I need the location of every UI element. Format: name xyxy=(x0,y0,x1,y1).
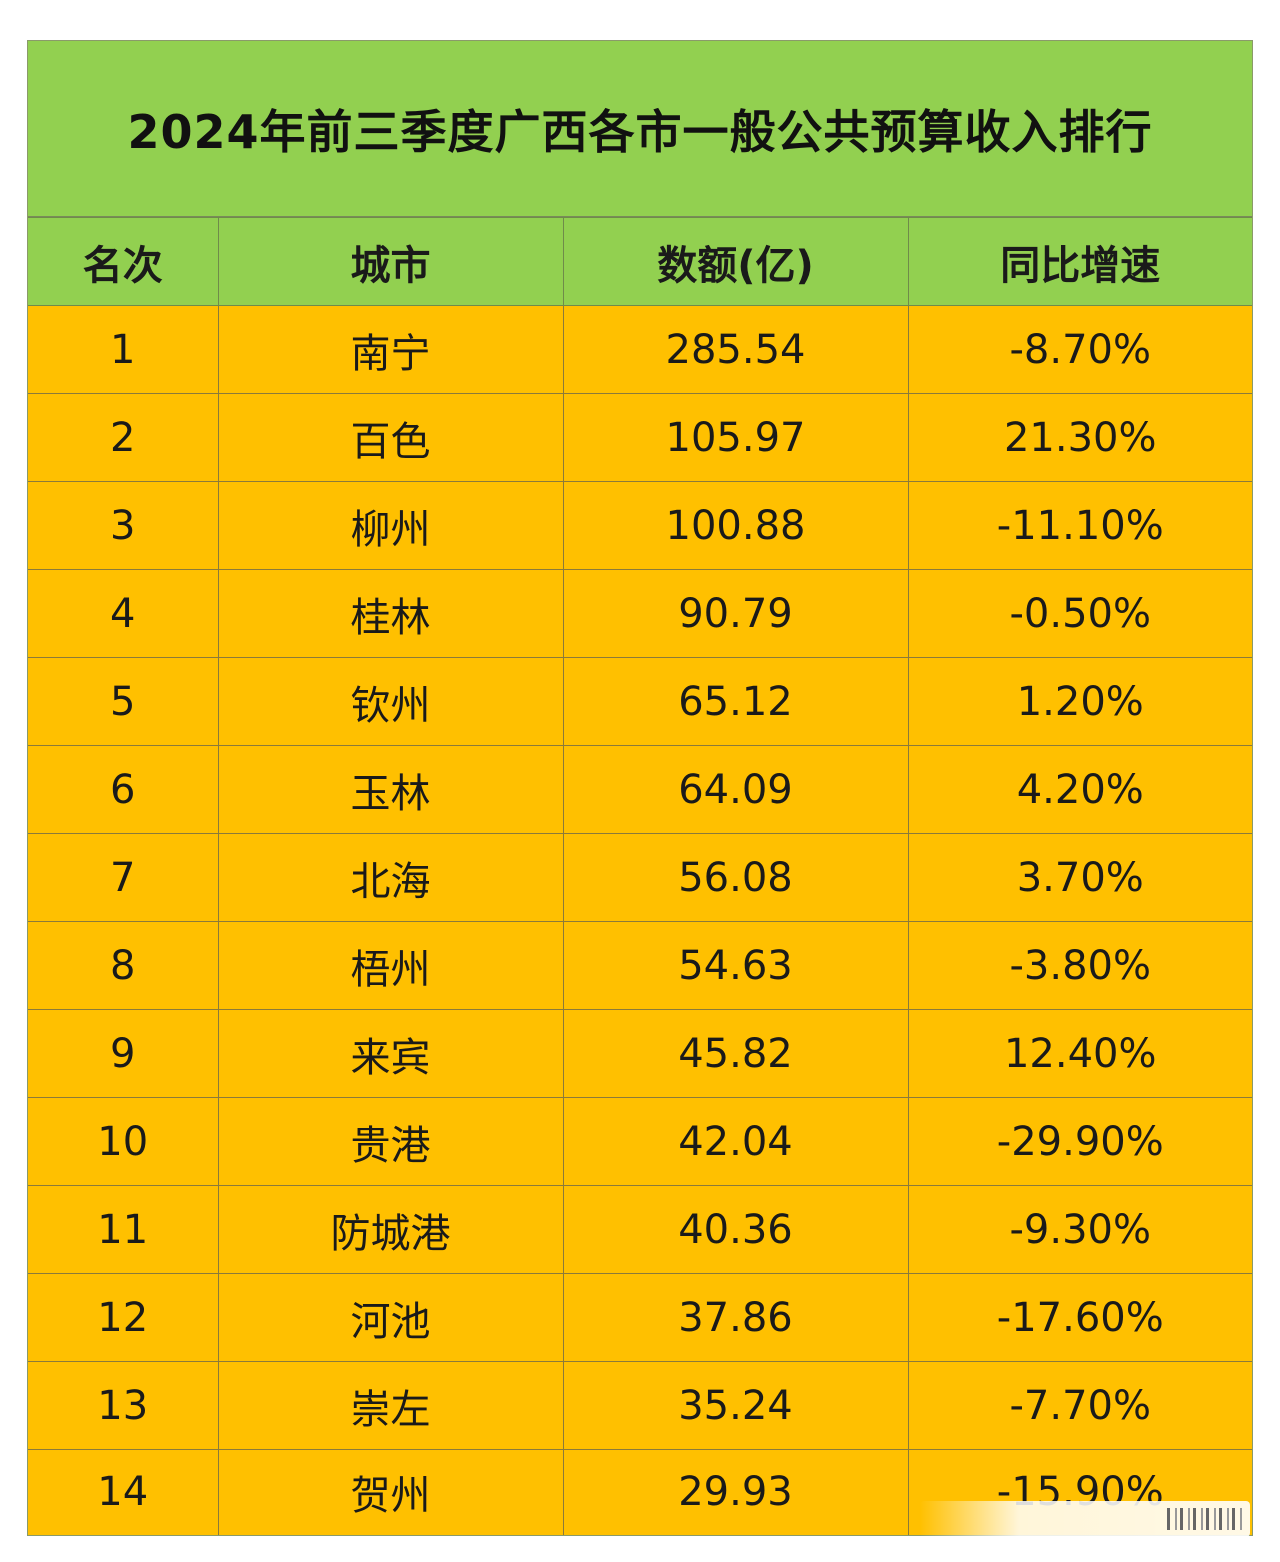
cell-growth: -8.70% xyxy=(907,305,1252,394)
table-body: 1 南宁 285.54 -8.70% 2 百色 105.97 21.30% 3 柳州 100.88-… xyxy=(28,305,1252,1535)
cell-rank: 4 xyxy=(28,569,219,658)
table-row: 5 钦州 65.12 1.20% xyxy=(28,657,1252,746)
cell-city: 桂林 xyxy=(217,569,564,658)
cell-rank: 8 xyxy=(28,921,219,1010)
cell-rank: 10 xyxy=(28,1097,219,1186)
cell-amount: 42.04 xyxy=(562,1097,909,1186)
cell-growth: -3.80% xyxy=(907,921,1252,1010)
cell-amount: 64.09 xyxy=(562,745,909,834)
cell-amount: 100.88 xyxy=(562,481,909,570)
cell-city: 南宁 xyxy=(217,305,564,394)
column-header-growth: 同比增速 xyxy=(907,217,1252,306)
table-row: 3 柳州 100.88 -11.10% xyxy=(28,481,1252,570)
header-row: 名次 城市 数额(亿) 同比增速 xyxy=(28,217,1252,306)
cell-rank: 12 xyxy=(28,1273,219,1362)
table-row: 8 梧州 54.63 -3.80% xyxy=(28,921,1252,1010)
table-row: 9 来宾 45.82 12.40% xyxy=(28,1009,1252,1098)
ranking-table-sheet: 2024年前三季度广西各市一般公共预算收入排行 名次 城市 数额(亿) 同比增速… xyxy=(27,40,1253,1536)
cell-rank: 11 xyxy=(28,1185,219,1274)
cell-amount: 65.12 xyxy=(562,657,909,746)
table-row: 11 防城港 40.36 -9.30% xyxy=(28,1185,1252,1274)
title-bar: 2024年前三季度广西各市一般公共预算收入排行 xyxy=(28,41,1252,217)
cell-city: 钦州 xyxy=(217,657,564,746)
watermark-overlay xyxy=(920,1501,1250,1537)
cell-amount: 105.97 xyxy=(562,393,909,482)
cell-rank: 1 xyxy=(28,305,219,394)
cell-rank: 2 xyxy=(28,393,219,482)
cell-amount: 56.08 xyxy=(562,833,909,922)
cell-growth: -0.50% xyxy=(907,569,1252,658)
cell-growth: -11.10% xyxy=(907,481,1252,570)
cell-city: 贵港 xyxy=(217,1097,564,1186)
cell-city: 河池 xyxy=(217,1273,564,1362)
column-header-rank: 名次 xyxy=(28,217,219,306)
cell-amount: 285.54 xyxy=(562,305,909,394)
watermark-glyph xyxy=(1167,1508,1177,1530)
cell-city: 崇左 xyxy=(217,1361,564,1450)
cell-amount: 37.86 xyxy=(562,1273,909,1362)
watermark-glyph xyxy=(1206,1508,1216,1530)
table-row: 2 百色 105.97 21.30% xyxy=(28,393,1252,482)
cell-city: 来宾 xyxy=(217,1009,564,1098)
cell-rank: 14 xyxy=(28,1449,219,1535)
table-row: 7 北海 56.08 3.70% xyxy=(28,833,1252,922)
cell-city: 百色 xyxy=(217,393,564,482)
cell-growth: -17.60% xyxy=(907,1273,1252,1362)
cell-rank: 3 xyxy=(28,481,219,570)
cell-growth: -29.90% xyxy=(907,1097,1252,1186)
column-header-amount: 数额(亿) xyxy=(562,217,909,306)
cell-city: 北海 xyxy=(217,833,564,922)
cell-rank: 6 xyxy=(28,745,219,834)
cell-rank: 5 xyxy=(28,657,219,746)
cell-growth: 21.30% xyxy=(907,393,1252,482)
column-header-city: 城市 xyxy=(217,217,564,306)
watermark-glyph xyxy=(1193,1508,1203,1530)
table-row: 13 崇左 35.24 -7.70% xyxy=(28,1361,1252,1450)
cell-growth: -9.30% xyxy=(907,1185,1252,1274)
cell-growth: 4.20% xyxy=(907,745,1252,834)
cell-growth: 12.40% xyxy=(907,1009,1252,1098)
cell-amount: 40.36 xyxy=(562,1185,909,1274)
cell-rank: 7 xyxy=(28,833,219,922)
cell-growth: -7.70% xyxy=(907,1361,1252,1450)
cell-amount: 90.79 xyxy=(562,569,909,658)
table-row: 6 玉林 64.09 4.20% xyxy=(28,745,1252,834)
cell-rank: 9 xyxy=(28,1009,219,1098)
cell-rank: 13 xyxy=(28,1361,219,1450)
cell-city: 贺州 xyxy=(217,1449,564,1535)
table-row: 1 南宁 285.54 -8.70% xyxy=(28,305,1252,394)
cell-city: 柳州 xyxy=(217,481,564,570)
watermark-glyph xyxy=(1219,1508,1229,1530)
ranking-table: 名次 城市 数额(亿) 同比增速 1 南宁 285.54 -8.70% 2 百色 105.9… xyxy=(28,217,1252,1535)
cell-amount: 45.82 xyxy=(562,1009,909,1098)
table-title: 2024年前三季度广西各市一般公共预算收入排行 xyxy=(127,104,1153,159)
cell-city: 玉林 xyxy=(217,745,564,834)
cell-city: 梧州 xyxy=(217,921,564,1010)
table-row: 4 桂林 90.79 -0.50% xyxy=(28,569,1252,658)
cell-amount: 54.63 xyxy=(562,921,909,1010)
cell-amount: 29.93 xyxy=(562,1449,909,1535)
cell-growth: 3.70% xyxy=(907,833,1252,922)
watermark-glyph xyxy=(1232,1508,1242,1530)
table-row: 10 贵港 42.04 -29.90% xyxy=(28,1097,1252,1186)
cell-city: 防城港 xyxy=(217,1185,564,1274)
cell-amount: 35.24 xyxy=(562,1361,909,1450)
table-row: 12 河池 37.86 -17.60% xyxy=(28,1273,1252,1362)
watermark-glyph xyxy=(1180,1508,1190,1530)
cell-growth: 1.20% xyxy=(907,657,1252,746)
